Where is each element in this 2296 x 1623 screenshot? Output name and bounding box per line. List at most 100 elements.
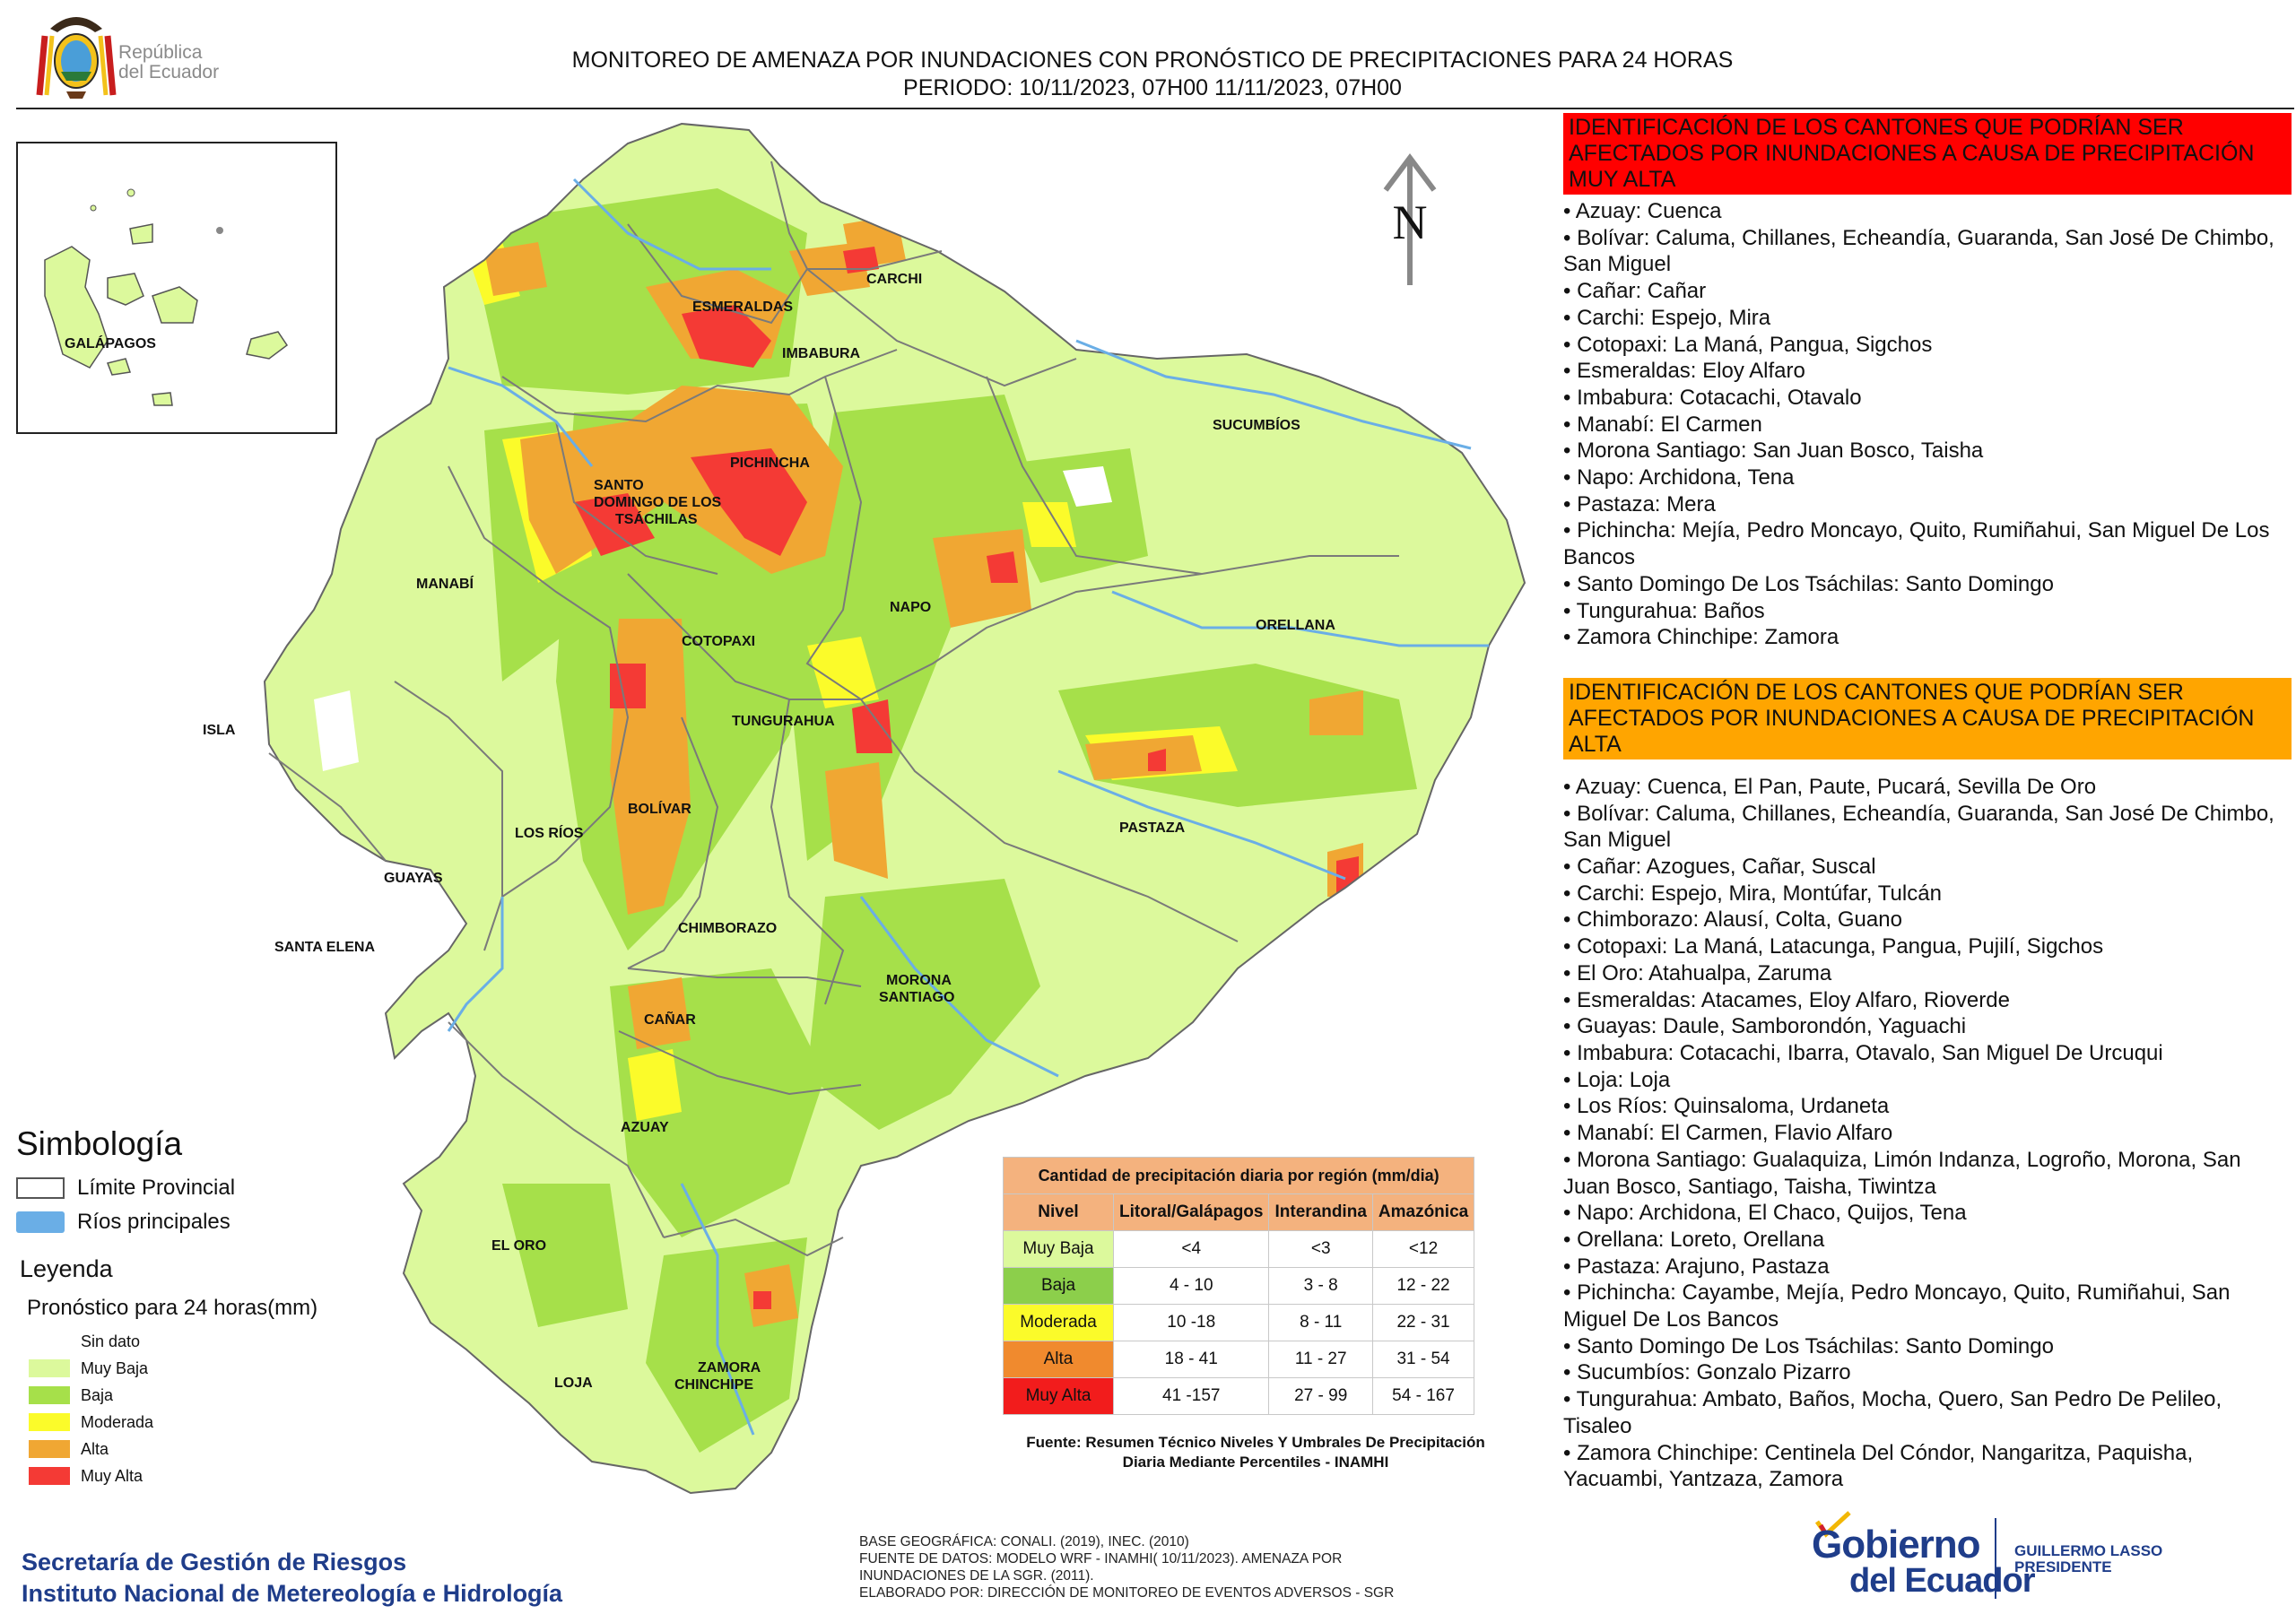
alta-cantones-list: Azuay: Cuenca, El Pan, Paute, Pucará, Se… (1563, 774, 2292, 1493)
label-santiago: SANTIAGO (879, 990, 955, 1005)
label-loja: LOJA (554, 1376, 593, 1391)
alta-canton-item: Napo: Archidona, El Chaco, Quijos, Tena (1563, 1200, 2292, 1227)
simbologia-title: Simbología (16, 1125, 183, 1162)
cantones-panel: IDENTIFICACIÓN DE LOS CANTONES QUE PODRÍ… (1563, 113, 2292, 1493)
label-santo: SANTO (594, 478, 644, 493)
leyenda-title: Leyenda (20, 1255, 113, 1282)
label-cotopaxi: COTOPAXI (682, 634, 756, 649)
alta-canton-item: Imbabura: Cotacachi, Ibarra, Otavalo, Sa… (1563, 1040, 2292, 1067)
leyenda-items: Sin dato Muy Baja Baja Moderada Alta Muy Alta (20, 1328, 317, 1489)
alta-canton-item: Esmeraldas: Atacames, Eloy Alfaro, Riove… (1563, 987, 2292, 1014)
table-cell-nivel: Baja (1003, 1267, 1114, 1305)
muy-alta-canton-item: Cotopaxi: La Maná, Pangua, Sigchos (1563, 332, 2292, 359)
table-row: Muy Alta 41 -157 27 - 99 54 - 167 (1003, 1377, 1475, 1415)
alta-canton-item: Santo Domingo De Los Tsáchilas: Santo Do… (1563, 1333, 2292, 1360)
provincial-boundaries (264, 123, 1526, 1494)
alta-canton-item: El Oro: Atahualpa, Zaruma (1563, 960, 2292, 987)
president-name: GUILLERMO LASSO PRESIDENTE (2014, 1542, 2163, 1575)
label-orellana: ORELLANA (1256, 618, 1335, 633)
leyenda-item: Muy Baja (20, 1355, 317, 1382)
muy-alta-canton-item: Carchi: Espejo, Mira (1563, 305, 2292, 332)
leyenda-legend: Leyenda Pronóstico para 24 horas(mm) Sin… (20, 1255, 317, 1489)
table-row: Muy Baja <4 <3 <12 (1003, 1230, 1475, 1268)
table-cell-value: 22 - 31 (1371, 1304, 1475, 1341)
leyenda-item: Baja (20, 1382, 317, 1409)
leyenda-swatch (29, 1413, 70, 1431)
muy-alta-canton-item: Tungurahua: Baños (1563, 598, 2292, 625)
alta-canton-item: Pastaza: Arajuno, Pastaza (1563, 1254, 2292, 1280)
muy-alta-canton-item: Pastaza: Mera (1563, 491, 2292, 518)
leyenda-item: Sin dato (20, 1328, 317, 1355)
alta-canton-item: Manabí: El Carmen, Flavio Alfaro (1563, 1120, 2292, 1147)
table-cell-value: 12 - 22 (1371, 1267, 1475, 1305)
legend-item-rios: Ríos principales (16, 1210, 235, 1235)
leyenda-item: Muy Alta (20, 1462, 317, 1489)
table-row: Moderada 10 -18 8 - 11 22 - 31 (1003, 1304, 1475, 1341)
muy-alta-canton-item: Zamora Chinchipe: Zamora (1563, 624, 2292, 651)
muy-alta-canton-item: Imbabura: Cotacachi, Otavalo (1563, 385, 2292, 412)
alta-canton-item: Bolívar: Caluma, Chillanes, Echeandía, G… (1563, 801, 2292, 854)
muy-alta-canton-item: Azuay: Cuenca (1563, 198, 2292, 225)
table-cell-value: 27 - 99 (1268, 1377, 1373, 1415)
footer-sources: BASE GEOGRÁFICA: CONALI. (2019), INEC. (… (859, 1533, 1394, 1601)
legend-item-limite-provincial: Límite Provincial (16, 1176, 235, 1201)
muy-alta-canton-item: Cañar: Cañar (1563, 278, 2292, 305)
label-pastaza: PASTAZA (1119, 820, 1186, 836)
label-chinchipe: CHINCHIPE (674, 1377, 754, 1393)
gobierno-word: Gobierno (1812, 1523, 1981, 1567)
header-divider (16, 108, 2294, 109)
alta-canton-item: Sucumbíos: Gonzalo Pizarro (1563, 1359, 2292, 1386)
north-arrow: N (1383, 153, 1437, 285)
table-source: Fuente: Resumen Técnico Niveles Y Umbral… (1026, 1434, 1485, 1471)
republica-del-ecuador-text: República del Ecuador (118, 42, 220, 82)
table-cell-value: 10 -18 (1112, 1304, 1270, 1341)
label-guayas: GUAYAS (384, 871, 443, 886)
alta-canton-item: Zamora Chinchipe: Centinela Del Cóndor, … (1563, 1440, 2292, 1493)
org-inamhi: Instituto Nacional de Metereología e Hid… (22, 1580, 563, 1607)
source-line: ELABORADO POR: DIRECCIÓN DE MONITOREO DE… (859, 1585, 1395, 1601)
label-domingo-de-los: DOMINGO DE LOS (594, 495, 722, 510)
table-body: Muy Baja <4 <3 <12 Baja 4 - 10 3 - 8 12 - 22 Mod… (1003, 1230, 1475, 1415)
muy-alta-canton-item: Bolívar: Caluma, Chillanes, Echeandía, G… (1563, 225, 2292, 278)
leyenda-subtitle: Pronóstico para 24 horas(mm) (27, 1296, 318, 1320)
label-el-oro: EL ORO (491, 1238, 547, 1254)
org-sgr: Secretaría de Gestión de Riesgos (22, 1549, 407, 1575)
source-line: INUNDACIONES DE LA SGR. (2011). (859, 1568, 1094, 1584)
ecuador-flood-map: N (264, 123, 1526, 1494)
rios-swatch (16, 1211, 65, 1233)
table-cell-value: 54 - 167 (1371, 1377, 1475, 1415)
table-cell-value: 41 -157 (1112, 1377, 1270, 1415)
footer-organizations: Secretaría de Gestión de Riesgos Institu… (22, 1547, 562, 1610)
leyenda-label: Baja (81, 1385, 114, 1404)
leyenda-item: Moderada (20, 1409, 317, 1436)
muy-alta-header: IDENTIFICACIÓN DE LOS CANTONES QUE PODRÍ… (1563, 113, 2292, 195)
label-imbabura: IMBABURA (782, 346, 861, 361)
muy-alta-canton-item: Napo: Archidona, Tena (1563, 464, 2292, 491)
legend-label: Ríos principales (77, 1210, 230, 1234)
label-galapagos: GALÁPAGOS (65, 336, 156, 352)
label-los-rios: LOS RÍOS (515, 826, 584, 841)
label-tungurahua: TUNGURAHUA (732, 714, 835, 729)
label-isla: ISLA (203, 723, 236, 738)
muy-alta-cantones-list: Azuay: CuencaBolívar: Caluma, Chillanes,… (1563, 198, 2292, 651)
source-line: BASE GEOGRÁFICA: CONALI. (2019), INEC. (… (859, 1534, 1189, 1549)
layer-sin-dato (314, 466, 1112, 771)
alta-canton-item: Loja: Loja (1563, 1067, 2292, 1094)
table-column-header: Litoral/Galápagos (1112, 1193, 1270, 1231)
leyenda-swatch (29, 1440, 70, 1458)
label-azuay: AZUAY (621, 1120, 669, 1135)
label-santa-elena: SANTA ELENA (274, 940, 375, 955)
logo-divider (1995, 1518, 1996, 1599)
table-row: Alta 18 - 41 11 - 27 31 - 54 (1003, 1341, 1475, 1378)
alta-canton-item: Cañar: Azogues, Cañar, Suscal (1563, 854, 2292, 881)
leyenda-label: Sin dato (81, 1332, 141, 1350)
table-cell-value: <3 (1268, 1230, 1373, 1268)
table-cell-value: 31 - 54 (1371, 1341, 1475, 1378)
table-cell-nivel: Alta (1003, 1341, 1114, 1378)
table-column-header: Amazónica (1371, 1193, 1475, 1231)
label-tsachilas: TSÁCHILAS (615, 512, 698, 527)
label-bolivar: BOLÍVAR (628, 802, 691, 817)
table-title: Cantidad de precipitación diaria por reg… (1002, 1157, 1475, 1194)
table-cell-nivel: Moderada (1003, 1304, 1114, 1341)
alta-canton-item: Carchi: Espejo, Mira, Montúfar, Tulcán (1563, 881, 2292, 907)
